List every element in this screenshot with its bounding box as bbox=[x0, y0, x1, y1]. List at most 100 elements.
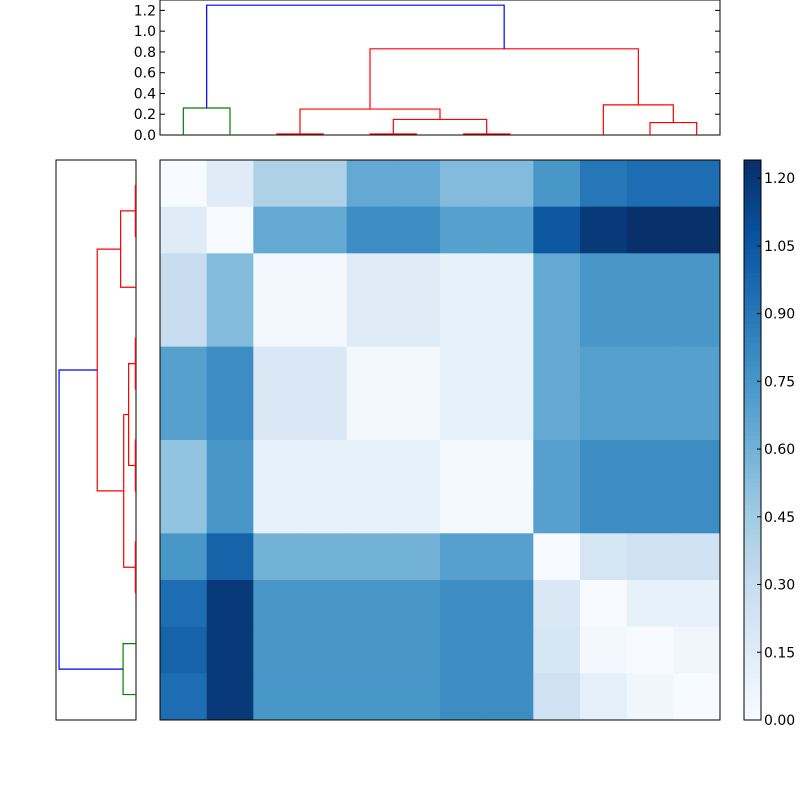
heatmap-cell bbox=[300, 533, 348, 581]
heatmap bbox=[159, 159, 721, 721]
colorbar-segment bbox=[744, 318, 761, 324]
heatmap-cell bbox=[486, 626, 534, 674]
y-tick-label: 1.2 bbox=[134, 3, 156, 19]
colorbar-segment bbox=[744, 542, 761, 548]
y-tick-label: 0.4 bbox=[134, 86, 156, 102]
heatmap-cell bbox=[486, 533, 534, 581]
heatmap-cell bbox=[533, 580, 581, 628]
colorbar-segment bbox=[744, 500, 761, 506]
heatmap-cell bbox=[673, 160, 721, 208]
heatmap-cell bbox=[533, 300, 581, 348]
heatmap-cell bbox=[533, 253, 581, 301]
colorbar-segment bbox=[744, 552, 761, 558]
heatmap-cell bbox=[486, 160, 534, 208]
heatmap-cell bbox=[346, 300, 394, 348]
heatmap-cell bbox=[580, 533, 628, 581]
dendrogram-link bbox=[134, 541, 136, 594]
heatmap-cell bbox=[580, 206, 628, 254]
colorbar-segment bbox=[744, 220, 761, 226]
heatmap-cell bbox=[206, 206, 254, 254]
heatmap-cell bbox=[206, 626, 254, 674]
heatmap-cell bbox=[626, 253, 674, 301]
dendrogram-link bbox=[369, 133, 418, 135]
colorbar-segment bbox=[744, 449, 761, 455]
heatmap-cell bbox=[626, 673, 674, 721]
dendrogram-link bbox=[206, 4, 505, 108]
heatmap-cell bbox=[346, 253, 394, 301]
colorbar-tick-label: 0.90 bbox=[764, 307, 795, 323]
heatmap-cell bbox=[300, 206, 348, 254]
heatmap-cell bbox=[580, 160, 628, 208]
heatmap-cell bbox=[673, 346, 721, 394]
colorbar-segment bbox=[744, 160, 761, 166]
heatmap-cell bbox=[253, 206, 301, 254]
colorbar-tick-label: 1.05 bbox=[764, 239, 795, 255]
heatmap-cell bbox=[160, 533, 208, 581]
colorbar-segment bbox=[744, 444, 761, 450]
colorbar-segment bbox=[744, 211, 761, 217]
heatmap-cell bbox=[206, 300, 254, 348]
heatmap-cell bbox=[346, 346, 394, 394]
heatmap-cell bbox=[626, 440, 674, 488]
colorbar-segment bbox=[744, 253, 761, 259]
heatmap-cell bbox=[253, 440, 301, 488]
heatmap-cell bbox=[300, 486, 348, 534]
colorbar-segment bbox=[744, 248, 761, 254]
colorbar-tick-label: 0.75 bbox=[764, 374, 795, 390]
heatmap-cell bbox=[206, 440, 254, 488]
colorbar-segment bbox=[744, 374, 761, 380]
colorbar-segment bbox=[744, 388, 761, 394]
colorbar-segment bbox=[744, 426, 761, 432]
heatmap-cell bbox=[440, 626, 488, 674]
colorbar-segment bbox=[744, 272, 761, 278]
colorbar-segment bbox=[744, 505, 761, 511]
left-dendrogram bbox=[55, 159, 137, 721]
colorbar-segment bbox=[744, 673, 761, 679]
colorbar-segment bbox=[744, 244, 761, 250]
heatmap-cell bbox=[393, 673, 441, 721]
heatmap-cell bbox=[253, 160, 301, 208]
colorbar-segment bbox=[744, 384, 761, 390]
colorbar-tick-label: 0.45 bbox=[764, 510, 795, 526]
heatmap-cell bbox=[580, 626, 628, 674]
colorbar-segment bbox=[744, 682, 761, 688]
dendrogram-link bbox=[96, 248, 124, 492]
heatmap-cell bbox=[673, 533, 721, 581]
colorbar-segment bbox=[744, 295, 761, 301]
colorbar-segment bbox=[744, 547, 761, 553]
colorbar-segment bbox=[744, 314, 761, 320]
colorbar-segment bbox=[744, 192, 761, 198]
heatmap-cell bbox=[486, 673, 534, 721]
heatmap-cell bbox=[440, 253, 488, 301]
colorbar-segment bbox=[744, 258, 761, 264]
colorbar-tick-label: 0.15 bbox=[764, 645, 795, 661]
heatmap-frame bbox=[159, 159, 721, 721]
colorbar-segment bbox=[744, 477, 761, 483]
heatmap-cell bbox=[486, 253, 534, 301]
colorbar-segment bbox=[744, 197, 761, 203]
colorbar-segment bbox=[744, 631, 761, 637]
heatmap-cell bbox=[626, 626, 674, 674]
heatmap-cell bbox=[160, 440, 208, 488]
colorbar-segment bbox=[744, 491, 761, 497]
heatmap-cell bbox=[673, 253, 721, 301]
heatmap-cell bbox=[626, 300, 674, 348]
heatmap-cell bbox=[626, 346, 674, 394]
colorbar-segment bbox=[744, 654, 761, 660]
dendrogram-link bbox=[134, 184, 136, 237]
colorbar-segment bbox=[744, 360, 761, 366]
heatmap-cell bbox=[533, 393, 581, 441]
colorbar-segment bbox=[744, 370, 761, 376]
colorbar: 0.00 0.15 0.30 0.45 0.60 0.75 0.90 1.05 1.20 bbox=[743, 159, 795, 729]
colorbar-segment bbox=[744, 664, 761, 670]
colorbar-segment bbox=[744, 309, 761, 315]
heatmap-cell bbox=[440, 673, 488, 721]
heatmap-cell bbox=[300, 346, 348, 394]
heatmap-cell bbox=[206, 673, 254, 721]
heatmap-cell bbox=[440, 486, 488, 534]
heatmap-cell bbox=[346, 673, 394, 721]
dendrogram-link bbox=[602, 104, 674, 135]
heatmap-cell bbox=[626, 486, 674, 534]
colorbar-segment bbox=[744, 262, 761, 268]
colorbar-segment bbox=[744, 696, 761, 702]
